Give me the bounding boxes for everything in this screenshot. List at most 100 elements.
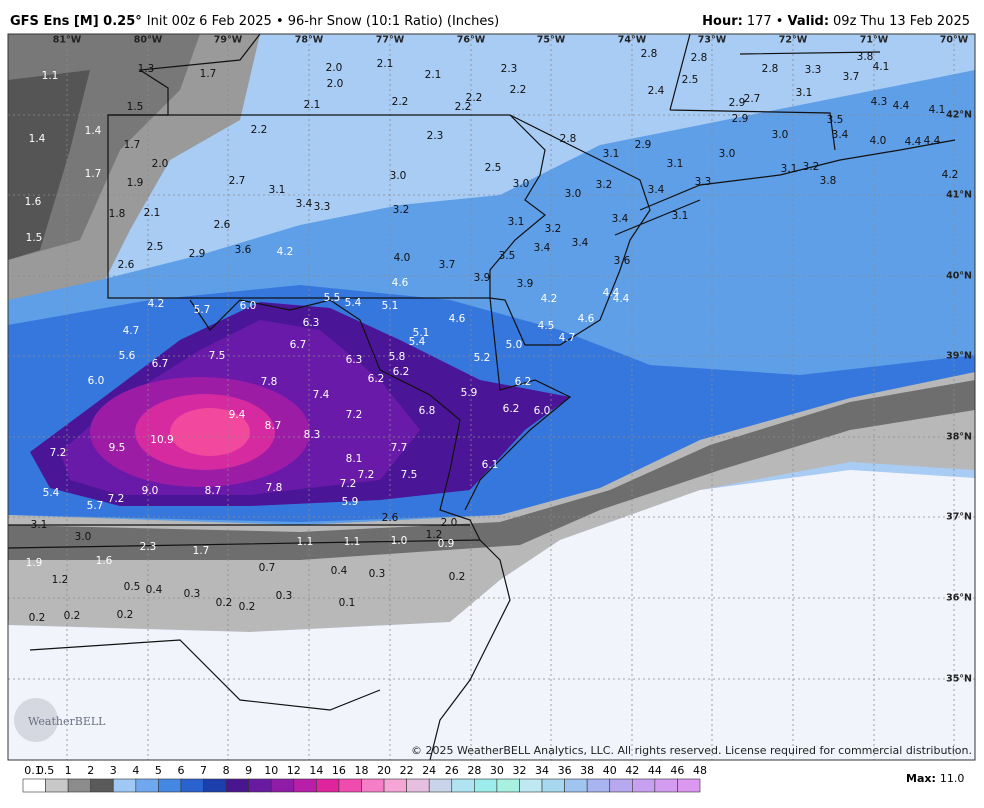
colorbar-cell — [158, 778, 182, 793]
snow-amount-label: 2.9 — [729, 97, 746, 109]
max-label: Max: — [906, 772, 936, 785]
colorbar-label: 26 — [445, 764, 459, 777]
snow-amount-label: 1.8 — [109, 208, 126, 220]
snow-amount-label: 7.2 — [108, 493, 125, 505]
snow-amount-label: 6.2 — [368, 373, 385, 385]
map: 81°W 80°W 79°W 78°W 77°W 76°W 75°W 74°W 73°W 72°W… — [8, 34, 975, 760]
snow-amount-label: 3.0 — [390, 170, 407, 182]
snow-amount-label: 1.1 — [344, 536, 361, 548]
snow-amount-label: 5.0 — [506, 339, 523, 351]
colorbar-cell — [135, 778, 159, 793]
snow-amount-label: 4.1 — [929, 104, 946, 116]
colorbar-cell — [496, 778, 520, 793]
snow-amount-label: 1.7 — [193, 545, 210, 557]
snow-amount-label: 1.4 — [85, 125, 102, 137]
header-title: GFS Ens [M] 0.25° Init 00z 6 Feb 2025 • 9… — [10, 14, 499, 29]
snow-amount-label: 3.1 — [672, 210, 689, 222]
snow-amount-label: 3.0 — [75, 531, 92, 543]
snow-amount-label: 0.4 — [146, 584, 163, 596]
snow-amount-label: 1.6 — [96, 555, 113, 567]
snow-amount-label: 2.1 — [377, 58, 394, 70]
colorbar-label: 22 — [400, 764, 414, 777]
snow-amount-label: 7.4 — [313, 389, 330, 401]
colorbar-label: 5 — [155, 764, 162, 777]
snow-amount-label: 5.7 — [194, 304, 211, 316]
title-bold: GFS Ens [M] 0.25° — [10, 14, 142, 29]
snow-amount-label: 1.5 — [26, 232, 43, 244]
logo-text: WeatherBELL — [28, 715, 106, 728]
snow-amount-label: 1.0 — [391, 535, 408, 547]
snow-amount-label: 7.2 — [346, 409, 363, 421]
snow-amount-label: 2.6 — [214, 219, 231, 231]
snow-amount-label: 0.2 — [117, 609, 134, 621]
snow-amount-label: 3.1 — [269, 184, 286, 196]
colorbar-cell — [474, 778, 498, 793]
colorbar-cell — [609, 778, 633, 793]
map-frame — [7, 33, 976, 761]
longitude-label: 76°W — [457, 35, 486, 46]
snow-amount-label: 2.4 — [648, 85, 665, 97]
colorbar-cell — [654, 778, 678, 793]
snow-amount-label: 8.3 — [304, 429, 321, 441]
snow-amount-label: 5.4 — [345, 297, 362, 309]
snow-amount-label: 4.2 — [277, 246, 294, 258]
snow-amount-label: 2.2 — [455, 101, 472, 113]
snow-amount-label: 3.8 — [820, 175, 837, 187]
snow-amount-label: 0.2 — [239, 601, 256, 613]
snow-amount-label: 0.9 — [438, 538, 455, 550]
colorbar-cell — [293, 778, 317, 793]
colorbar: 0.10.5 1 2 3 4 5 6 7 8 9 10 12 14 16 18 20 22 24 26 28 30 32 3… — [22, 764, 707, 793]
snow-amount-label: 2.2 — [251, 124, 268, 136]
colorbar-label: 40 — [603, 764, 617, 777]
colorbar-cell — [428, 778, 453, 793]
colorbar-cell — [338, 778, 362, 793]
snow-amount-label: 3.1 — [31, 519, 48, 531]
snow-amount-label: 1.4 — [29, 133, 46, 145]
valid-label: Valid: — [787, 14, 829, 29]
snow-amount-label: 2.3 — [140, 541, 157, 553]
snow-amount-label: 3.0 — [565, 188, 582, 200]
snow-amount-label: 6.2 — [503, 403, 520, 415]
colorbar-label: 38 — [580, 764, 594, 777]
colorbar-label: 30 — [490, 764, 504, 777]
colorbar-label: 12 — [287, 764, 301, 777]
snow-amount-label: 0.2 — [216, 597, 233, 609]
snow-amount-label: 2.2 — [510, 84, 527, 96]
longitude-label: 81°W — [53, 35, 82, 46]
snow-amount-label: 9.0 — [142, 485, 159, 497]
colorbar-cell — [67, 778, 91, 793]
snow-amount-label: 5.9 — [342, 496, 359, 508]
coastline — [614, 139, 956, 236]
snow-amount-label: 1.1 — [42, 70, 59, 82]
snow-amount-label: 5.4 — [43, 487, 60, 499]
snow-amount-label: 0.3 — [369, 568, 386, 580]
snow-amount-label: 5.1 — [413, 327, 430, 339]
snow-amount-label: 3.0 — [513, 178, 530, 190]
snow-amount-label: 5.2 — [474, 352, 491, 364]
colorbar-label: 14 — [309, 764, 323, 777]
snow-amount-label: 2.8 — [560, 133, 577, 145]
snow-amount-label: 3.3 — [695, 176, 712, 188]
snow-amount-label: 5.6 — [119, 350, 136, 362]
snow-amount-label: 0.4 — [331, 565, 348, 577]
snow-amount-label: 3.6 — [614, 255, 631, 267]
snow-amount-label: 2.9 — [189, 248, 206, 260]
snow-amount-label: 3.7 — [843, 71, 860, 83]
snow-amount-label: 7.2 — [340, 478, 357, 490]
snow-amount-label: 1.9 — [127, 177, 144, 189]
snow-amount-label: 3.4 — [534, 242, 551, 254]
snow-amount-label: 6.1 — [482, 459, 499, 471]
colorbar-label: 7 — [200, 764, 207, 777]
snow-amount-label: 2.7 — [229, 175, 246, 187]
snow-amount-label: 2.9 — [635, 139, 652, 151]
snow-amount-label: 6.3 — [303, 317, 320, 329]
longitude-label: 70°W — [940, 35, 969, 46]
snow-amount-label: 6.2 — [393, 366, 410, 378]
snow-amount-label: 2.1 — [425, 69, 442, 81]
snow-amount-label: 4.6 — [578, 313, 595, 325]
snow-amount-label: 0.2 — [29, 612, 46, 624]
snow-amount-label: 4.2 — [541, 293, 558, 305]
colorbar-cell — [677, 778, 701, 793]
snow-amount-label: 3.8 — [857, 51, 874, 63]
snow-amount-label: 3.3 — [805, 64, 822, 76]
